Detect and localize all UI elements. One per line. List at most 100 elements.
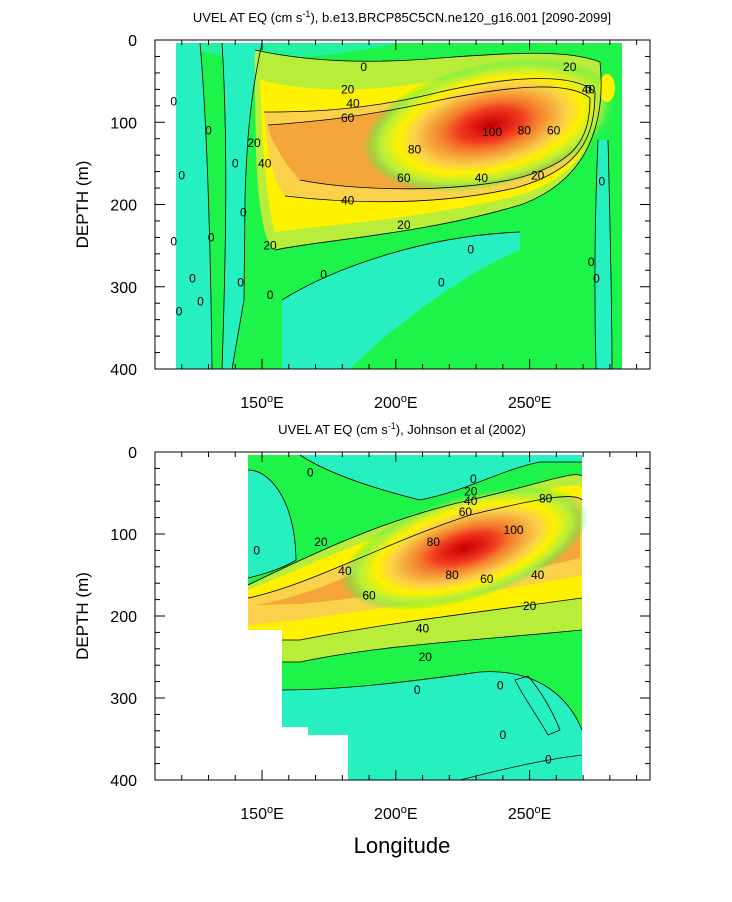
contour-label: 100	[482, 125, 502, 139]
contour-label: 60	[362, 589, 376, 603]
x-tick-label: 250oE	[508, 393, 552, 412]
contour-line	[254, 49, 601, 63]
contour-label: 60	[397, 171, 411, 185]
contour-label: 100	[504, 523, 524, 537]
contour-label: 0	[178, 169, 185, 183]
cyan-east-patch	[594, 140, 612, 369]
data-field	[176, 42, 622, 370]
chart-panel-johnson: UVEL AT EQ (cm s-1), Johnson et al (2002…	[73, 421, 651, 823]
chart-panel-cesm: UVEL AT EQ (cm s-1), b.e13.BRCP85C5CN.ne…	[73, 9, 651, 412]
contour-label: 20	[341, 82, 355, 96]
contour-label: 80	[518, 123, 532, 137]
x-tick-label: 150oE	[240, 393, 284, 412]
contour-line	[199, 42, 213, 370]
contour-line	[247, 474, 583, 586]
contour-label: 0	[545, 753, 552, 767]
contour-label: 0	[598, 174, 605, 188]
contour-line	[281, 671, 583, 731]
contour-label: 0	[240, 206, 247, 220]
contour-label: 0	[176, 304, 183, 318]
contour-label: 80	[539, 492, 553, 506]
contour-label: 40	[341, 193, 355, 207]
contour-line	[514, 675, 561, 736]
cyan-subsurface-patch	[282, 232, 520, 369]
contour-label: 0	[170, 235, 177, 249]
contour-label: 20	[563, 60, 577, 74]
contour-label: 0	[170, 95, 177, 109]
y-tick-label: 0	[128, 445, 137, 462]
contour-label: 0	[237, 276, 244, 290]
contour-line	[221, 42, 227, 370]
contour-label: 0	[189, 272, 196, 286]
contour-label: 20	[314, 535, 328, 549]
y-tick-label: 400	[110, 362, 137, 379]
contour-label: 40	[338, 564, 352, 578]
contour-line	[282, 597, 583, 641]
contour-line	[281, 231, 521, 301]
euc-core	[362, 57, 618, 193]
chart-title: UVEL AT EQ (cm s-1), b.e13.BRCP85C5CN.ne…	[193, 9, 611, 25]
y-tick-label: 200	[110, 198, 137, 215]
y-tick-label: 100	[110, 115, 137, 132]
contour-line	[594, 139, 599, 370]
contour-label: 80	[445, 568, 459, 582]
contour-label: 40	[346, 96, 360, 110]
data-field	[247, 454, 589, 781]
contour-label: 20	[464, 484, 478, 498]
contour-line	[267, 86, 591, 190]
contour-label: 40	[531, 568, 545, 582]
contour-label: 40	[416, 621, 430, 635]
contour-label: 60	[341, 111, 355, 125]
contour-label: 0	[360, 60, 367, 74]
contour-labels: 0000000000000000000020202020202040404040…	[170, 60, 605, 318]
contour-line	[231, 42, 263, 370]
contour-label: 0	[197, 295, 204, 309]
contour-line	[299, 454, 582, 501]
contour-line	[247, 469, 297, 579]
cyan-surface-patch	[176, 43, 400, 59]
cyan-west-patch	[248, 470, 296, 578]
contour-label: 0	[470, 472, 477, 486]
contour-label: 40	[464, 494, 478, 508]
contour-label: 60	[480, 572, 494, 586]
cyan-west-patch	[176, 43, 212, 369]
contour-label: 0	[205, 123, 212, 137]
contour-label: 20	[263, 239, 277, 253]
contour-line	[282, 629, 583, 663]
y-tick-label: 300	[110, 280, 137, 297]
contour-label: 0	[467, 243, 474, 257]
contour-line	[263, 78, 596, 203]
y-axis-label: DEPTH (m)	[73, 161, 92, 249]
x-tick-label: 150oE	[240, 804, 284, 823]
contour-label: 20	[419, 650, 433, 664]
contour-label: 40	[475, 171, 489, 185]
contour-label: 20	[523, 599, 537, 613]
contour-label: 0	[208, 230, 215, 244]
contour-label: 0	[253, 543, 260, 557]
contour-label: 0	[497, 679, 504, 693]
contour-label: 80	[408, 142, 422, 156]
contour-label: 0	[414, 683, 421, 697]
cyan-deep-patch	[282, 671, 582, 780]
contour-label: 0	[588, 255, 595, 269]
y-tick-label: 0	[128, 33, 137, 50]
contour-label: 0	[438, 276, 445, 290]
contour-label: 20	[397, 218, 411, 232]
contour-label: 60	[459, 505, 473, 519]
cyan-west-patch	[222, 43, 262, 369]
y-tick-label: 100	[110, 527, 137, 544]
contour-label: 40	[258, 156, 272, 170]
y-tick-label: 300	[110, 691, 137, 708]
contour-line	[607, 139, 613, 370]
contour-label: 0	[320, 267, 327, 281]
contour-label: 0	[232, 156, 239, 170]
contour-line	[459, 754, 583, 781]
contour-line	[247, 496, 583, 599]
contour-label: 0	[307, 466, 314, 480]
contour-label: 80	[427, 535, 441, 549]
x-tick-label: 200oE	[374, 804, 418, 823]
